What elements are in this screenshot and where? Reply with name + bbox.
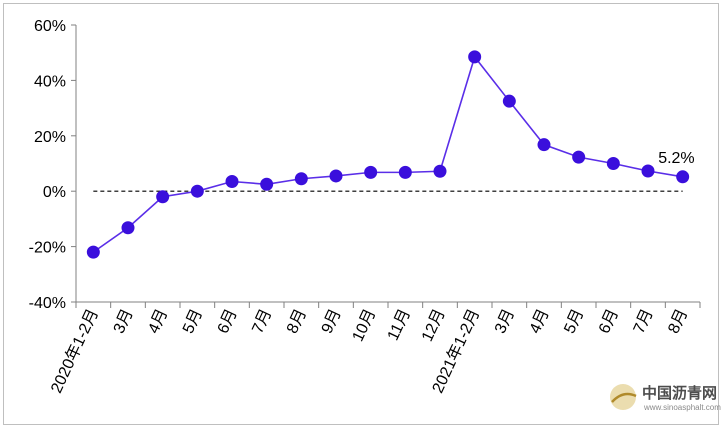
series-line xyxy=(92,55,683,253)
watermark-logo-swoosh xyxy=(611,392,637,403)
x-tick-label: 7月 xyxy=(631,307,657,337)
y-tick-label: 20% xyxy=(34,129,66,146)
watermark-url: www.sinoasphalt.com xyxy=(643,403,721,412)
x-tick-label: 3月 xyxy=(111,307,137,337)
x-tick-label: 2020年1-2月 xyxy=(47,306,102,396)
x-tick-label: 5月 xyxy=(180,307,206,337)
data-point-marker xyxy=(190,184,204,198)
annotations: 5.2% xyxy=(658,150,694,167)
x-tick-label: 6月 xyxy=(596,307,622,337)
x-tick-label: 8月 xyxy=(284,307,310,337)
data-point-marker xyxy=(676,170,690,184)
watermark-name: 中国沥青网 xyxy=(642,384,717,402)
x-tick-label: 6月 xyxy=(215,307,241,337)
x-tick-label: 11月 xyxy=(385,307,414,344)
data-point-marker xyxy=(606,157,620,170)
data-point-marker xyxy=(468,50,482,64)
data-point-marker xyxy=(364,165,378,179)
y-tick-label: 60% xyxy=(34,18,66,35)
x-tick-label: 7月 xyxy=(249,307,275,337)
y-tick-label: -20% xyxy=(29,240,66,257)
data-label: 5.2% xyxy=(658,150,694,167)
data-point-marker xyxy=(121,221,135,235)
data-point-marker xyxy=(86,245,100,259)
data-point-marker xyxy=(260,177,274,191)
data-point-marker xyxy=(502,94,516,108)
x-tick-label: 4月 xyxy=(527,307,553,337)
chart-frame xyxy=(3,3,719,425)
y-tick-label: 0% xyxy=(43,184,66,201)
x-tick-label: 8月 xyxy=(665,307,691,337)
x-tick-label: 3月 xyxy=(492,307,518,337)
y-axis: -40% -20% 0% 20% 40% 60% xyxy=(29,18,77,312)
data-point-marker xyxy=(537,138,551,152)
watermark-logo-icon xyxy=(610,384,636,410)
y-tick-label: 40% xyxy=(34,73,66,90)
series-markers xyxy=(86,50,690,259)
watermark: 中国沥青网 www.sinoasphalt.com xyxy=(610,384,721,412)
data-point-marker xyxy=(572,150,586,164)
x-tick-label: 12月 xyxy=(419,307,449,345)
data-point-marker xyxy=(156,190,170,204)
data-point-marker xyxy=(641,164,655,178)
data-point-marker xyxy=(398,165,412,179)
x-tick-label: 4月 xyxy=(145,307,171,337)
data-point-marker xyxy=(294,172,308,186)
data-point-marker xyxy=(225,175,239,189)
x-axis: 2020年1-2月 3月 4月 5月 6月 7月 8月 9月 10月 11月 12月2021年1-2… xyxy=(47,301,701,396)
x-tick-label: 9月 xyxy=(319,307,345,337)
x-tick-label: 5月 xyxy=(561,307,587,337)
y-tick-label: -40% xyxy=(29,295,66,312)
series-polyline xyxy=(92,55,683,253)
x-tick-label: 10月 xyxy=(350,307,380,345)
data-point-marker xyxy=(433,164,447,178)
data-point-marker xyxy=(329,169,343,183)
